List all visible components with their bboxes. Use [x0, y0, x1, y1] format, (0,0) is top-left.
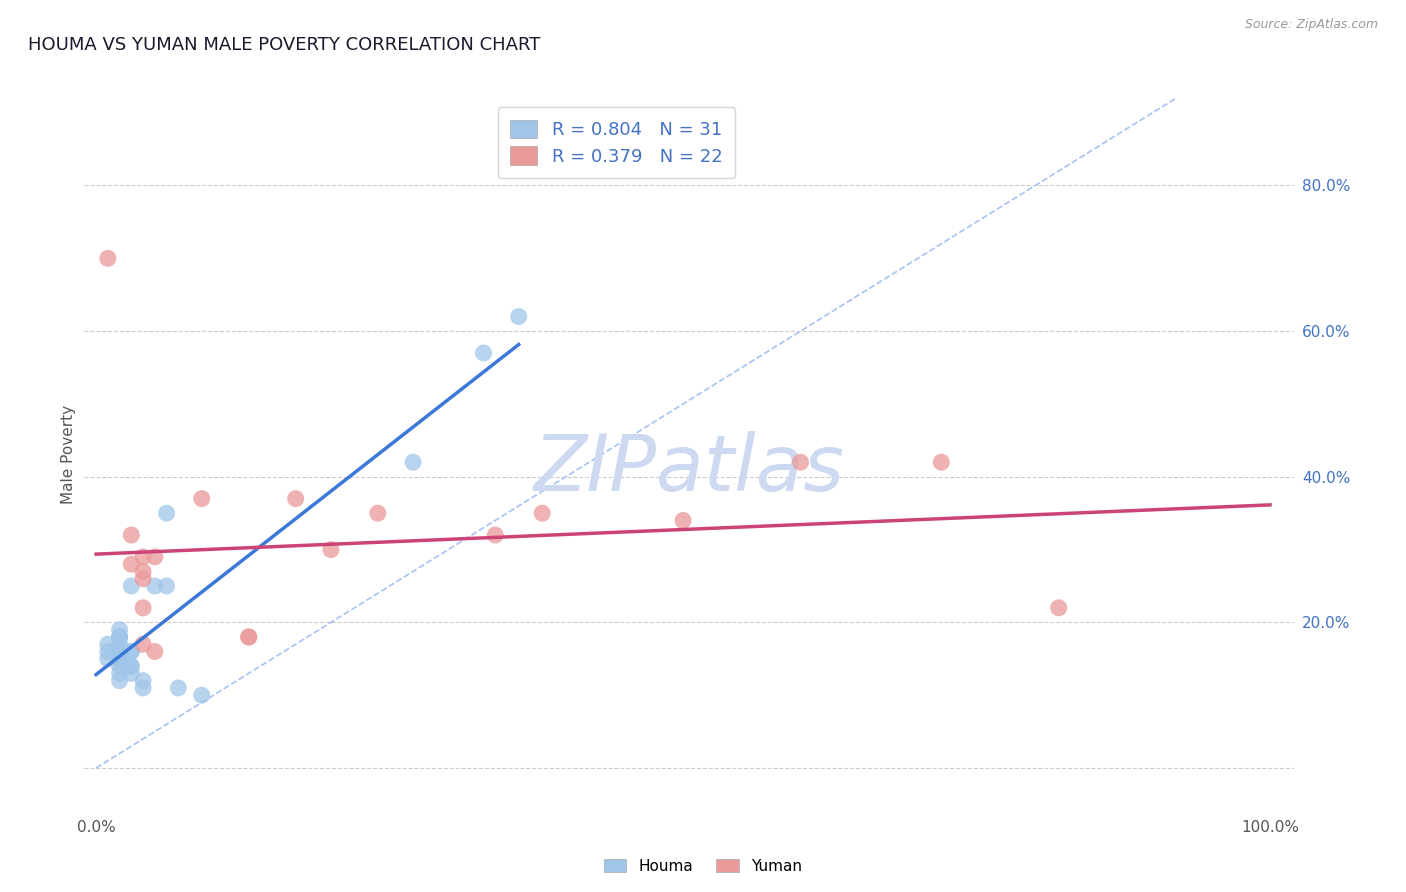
Point	[132, 637, 155, 651]
Point	[132, 673, 155, 688]
Point	[1047, 600, 1070, 615]
Point	[143, 644, 166, 658]
Point	[120, 666, 142, 681]
Point	[531, 506, 554, 520]
Point	[132, 572, 155, 586]
Point	[190, 491, 212, 506]
Point	[143, 549, 166, 564]
Point	[238, 630, 260, 644]
Y-axis label: Male Poverty: Male Poverty	[60, 405, 76, 505]
Point	[155, 579, 177, 593]
Text: Source: ZipAtlas.com: Source: ZipAtlas.com	[1244, 18, 1378, 31]
Point	[108, 673, 131, 688]
Text: HOUMA VS YUMAN MALE POVERTY CORRELATION CHART: HOUMA VS YUMAN MALE POVERTY CORRELATION …	[28, 36, 540, 54]
Point	[108, 630, 131, 644]
Point	[789, 455, 811, 469]
Point	[132, 549, 155, 564]
Point	[120, 528, 142, 542]
Point	[319, 542, 342, 557]
Point	[484, 528, 506, 542]
Legend: R = 0.804   N = 31, R = 0.379   N = 22: R = 0.804 N = 31, R = 0.379 N = 22	[498, 107, 735, 178]
Point	[108, 666, 131, 681]
Legend: Houma, Yuman: Houma, Yuman	[598, 853, 808, 880]
Point	[472, 346, 495, 360]
Point	[108, 637, 131, 651]
Point	[108, 630, 131, 644]
Point	[508, 310, 530, 324]
Point	[108, 652, 131, 666]
Point	[108, 644, 131, 658]
Point	[402, 455, 425, 469]
Point	[97, 252, 120, 266]
Point	[120, 659, 142, 673]
Point	[284, 491, 307, 506]
Point	[132, 600, 155, 615]
Point	[97, 637, 120, 651]
Point	[108, 630, 131, 644]
Point	[108, 659, 131, 673]
Point	[120, 644, 142, 658]
Point	[367, 506, 389, 520]
Point	[108, 652, 131, 666]
Point	[97, 652, 120, 666]
Point	[132, 681, 155, 695]
Point	[155, 506, 177, 520]
Point	[672, 513, 695, 527]
Text: ZIPatlas: ZIPatlas	[533, 431, 845, 508]
Point	[97, 644, 120, 658]
Point	[120, 659, 142, 673]
Point	[120, 644, 142, 658]
Point	[108, 623, 131, 637]
Point	[108, 644, 131, 658]
Point	[931, 455, 953, 469]
Point	[238, 630, 260, 644]
Point	[132, 565, 155, 579]
Point	[120, 579, 142, 593]
Point	[167, 681, 190, 695]
Point	[190, 688, 212, 702]
Point	[120, 557, 142, 571]
Point	[143, 579, 166, 593]
